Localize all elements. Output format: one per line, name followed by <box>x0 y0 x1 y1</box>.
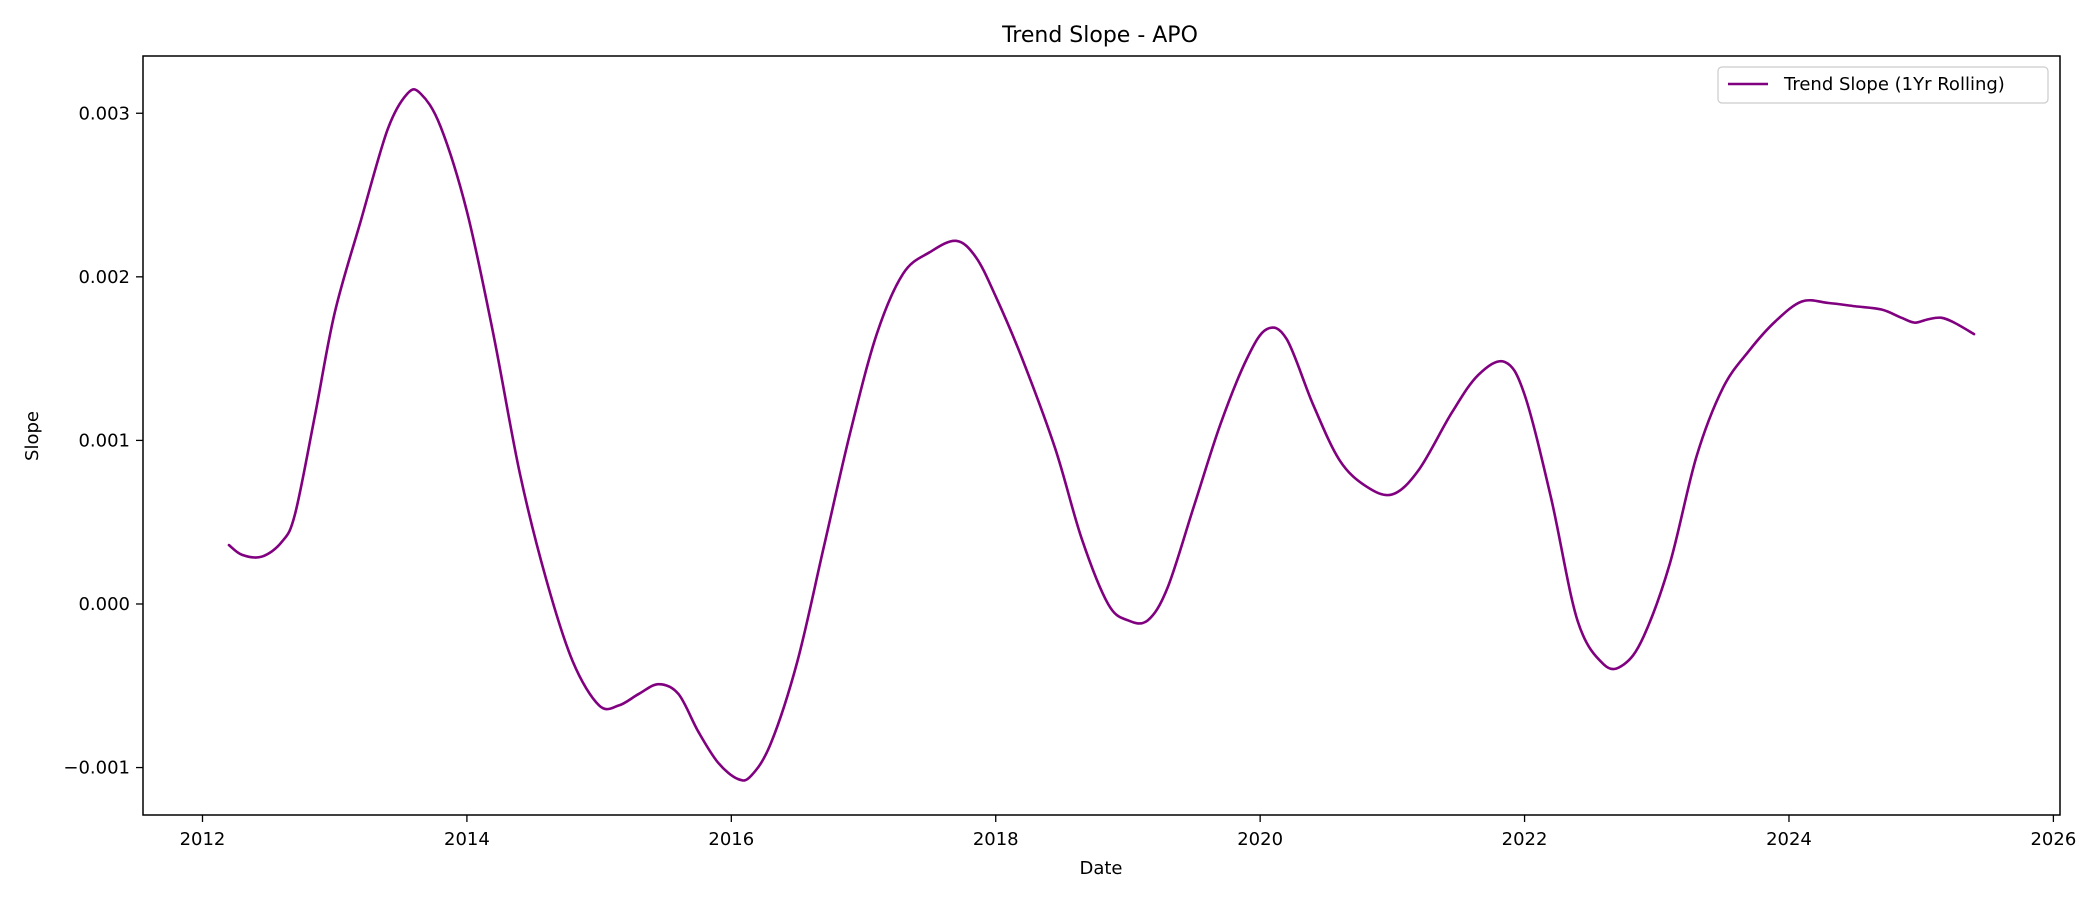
series-line <box>227 88 1976 782</box>
legend: Trend Slope (1Yr Rolling) <box>1717 66 2049 104</box>
x-tick-label: 2024 <box>1766 829 1812 850</box>
y-tick-label: 0.001 <box>78 430 130 451</box>
x-tick-label: 2012 <box>180 829 226 850</box>
x-tick-label: 2022 <box>1502 829 1548 850</box>
plot-area: 2012 2014 2016 2018 2020 2022 2024 2026 −0.001 0… <box>63 55 2076 850</box>
legend-frame <box>1717 66 2049 104</box>
y-tick-label: 0.000 <box>78 594 130 615</box>
y-tick-label: 0.002 <box>78 267 130 288</box>
y-tick-label: 0.003 <box>78 103 130 124</box>
x-tick-label: 2014 <box>444 829 490 850</box>
series-layer <box>227 88 1976 782</box>
y-axis-title: Slope <box>22 411 43 461</box>
legend-label: Trend Slope (1Yr Rolling) <box>1783 74 2005 95</box>
plot-frame <box>142 55 2061 816</box>
y-axis: −0.001 0.000 0.001 0.002 0.003 <box>63 103 143 779</box>
x-axis: 2012 2014 2016 2018 2020 2022 2024 2026 <box>180 815 2076 850</box>
x-tick-label: 2020 <box>1237 829 1283 850</box>
x-tick-label: 2018 <box>973 829 1019 850</box>
y-tick-label: −0.001 <box>63 758 130 779</box>
x-tick-label: 2016 <box>708 829 754 850</box>
chart-title: Trend Slope - APO <box>1001 23 1198 48</box>
x-tick-label: 2026 <box>2030 829 2076 850</box>
x-axis-title: Date <box>1079 858 1122 879</box>
